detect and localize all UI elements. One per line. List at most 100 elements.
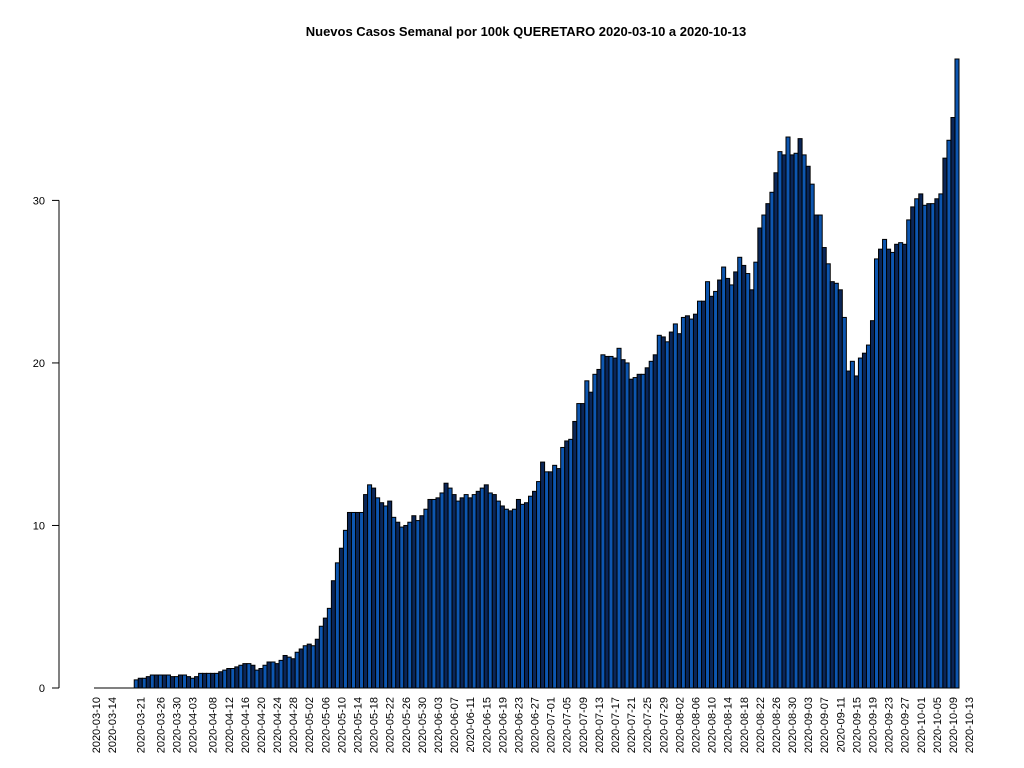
- bar: [427, 498, 433, 689]
- x-tick-label: 2020-05-22: [385, 697, 397, 753]
- bar: [890, 251, 896, 689]
- bar: [302, 645, 308, 689]
- x-tick-label: 2020-08-06: [690, 697, 702, 753]
- bar: [676, 333, 682, 689]
- bar: [853, 375, 859, 689]
- bar: [845, 370, 851, 689]
- bar: [230, 668, 236, 689]
- x-tick-label: 2020-10-09: [948, 697, 960, 753]
- bar: [387, 500, 393, 689]
- bar: [423, 508, 429, 689]
- bar: [326, 607, 332, 689]
- bar: [568, 438, 574, 689]
- bar: [246, 663, 252, 689]
- bar: [813, 214, 819, 689]
- bar: [632, 377, 638, 689]
- bar: [564, 440, 570, 689]
- bar: [206, 672, 212, 689]
- bar: [536, 481, 542, 689]
- bar: [672, 323, 678, 689]
- bar: [548, 471, 554, 689]
- bar: [190, 677, 196, 689]
- bar: [169, 676, 175, 689]
- bars-group: [94, 58, 960, 689]
- bar: [214, 672, 220, 689]
- bar: [865, 344, 871, 689]
- bar: [821, 247, 827, 689]
- x-tick-label: 2020-07-29: [658, 697, 670, 753]
- bar: [165, 674, 171, 689]
- bar: [463, 494, 469, 689]
- bar: [310, 645, 316, 689]
- bar: [238, 664, 244, 689]
- bar: [906, 219, 912, 689]
- x-tick-label: 2020-04-20: [256, 697, 268, 753]
- bar: [849, 360, 855, 689]
- bar: [789, 154, 795, 689]
- bar: [600, 354, 606, 689]
- bar: [572, 420, 578, 689]
- bar: [254, 669, 260, 689]
- bar: [664, 341, 670, 689]
- bar: [902, 243, 908, 689]
- bar: [210, 672, 216, 689]
- x-tick-label: 2020-09-19: [868, 697, 880, 753]
- bar: [604, 355, 610, 689]
- bar: [914, 198, 920, 689]
- bar: [950, 117, 956, 689]
- bar: [443, 482, 449, 689]
- bar: [829, 281, 835, 689]
- bar: [270, 661, 276, 689]
- bar: [817, 214, 823, 689]
- x-tick-label: 2020-07-17: [610, 697, 622, 753]
- bar: [930, 203, 936, 689]
- bar: [612, 357, 618, 689]
- bar: [274, 663, 280, 689]
- bar: [584, 380, 590, 689]
- x-tick-label: 2020-06-19: [497, 697, 509, 753]
- bar: [379, 502, 385, 689]
- bar: [290, 658, 296, 689]
- bar: [805, 165, 811, 689]
- y-tick-label: 30: [33, 195, 45, 207]
- bar: [149, 674, 155, 689]
- bar: [713, 290, 719, 689]
- x-tick-label: 2020-09-11: [835, 697, 847, 752]
- x-tick-label: 2020-07-13: [594, 697, 606, 753]
- x-tick-label: 2020-05-26: [401, 697, 413, 753]
- bar: [141, 677, 147, 689]
- bar: [668, 331, 674, 689]
- bar: [431, 498, 437, 689]
- bar: [797, 138, 803, 689]
- bar: [833, 282, 839, 689]
- bar: [733, 271, 739, 689]
- bar: [898, 242, 904, 689]
- x-tick-label: 2020-08-14: [723, 697, 735, 753]
- bar: [785, 136, 791, 689]
- bar: [701, 300, 707, 689]
- bar: [761, 214, 767, 689]
- x-tick-label: 2020-03-10: [91, 697, 103, 753]
- bar: [511, 508, 517, 689]
- bar: [793, 152, 799, 689]
- bar: [375, 497, 381, 689]
- bar: [318, 625, 324, 689]
- bar: [278, 659, 284, 689]
- bar: [314, 638, 320, 689]
- bar: [342, 529, 348, 689]
- x-tick-label: 2020-05-30: [417, 697, 429, 753]
- bar: [652, 354, 658, 689]
- bar: [523, 502, 530, 689]
- bar: [528, 495, 534, 689]
- x-tick-label: 2020-06-03: [433, 697, 445, 753]
- bar: [942, 157, 948, 689]
- bar: [202, 672, 208, 689]
- bar: [809, 183, 815, 689]
- bar: [841, 316, 847, 689]
- bar: [596, 368, 602, 689]
- bar: [157, 674, 163, 689]
- x-tick-label: 2020-08-02: [674, 697, 686, 753]
- bar: [487, 492, 493, 689]
- x-tick-label: 2020-10-05: [932, 697, 944, 753]
- bar: [133, 679, 139, 689]
